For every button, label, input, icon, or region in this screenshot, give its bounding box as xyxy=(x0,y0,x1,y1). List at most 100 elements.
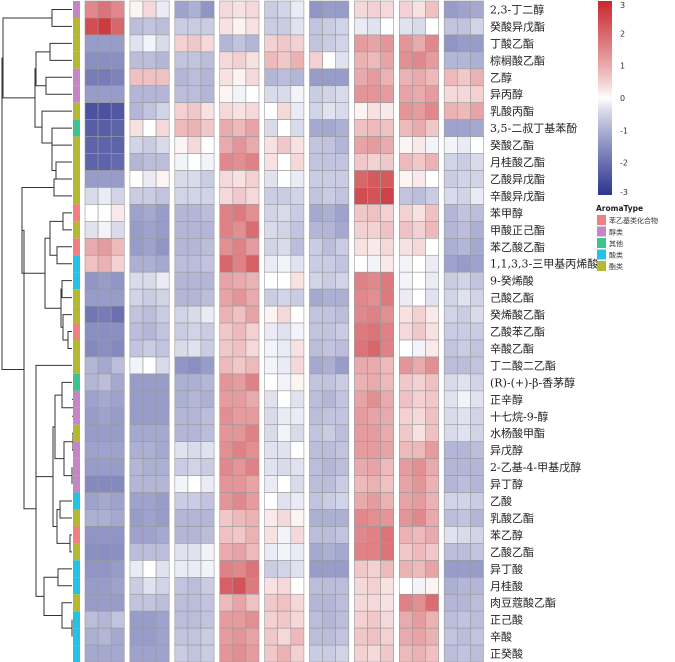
heatmap-cells xyxy=(84,0,484,662)
heatmap-cell xyxy=(187,458,202,476)
heatmap-cell xyxy=(264,34,279,53)
heatmap-cell xyxy=(456,119,471,137)
annotation-cell xyxy=(73,51,80,69)
heatmap-cell xyxy=(110,509,125,527)
heatmap-cell xyxy=(335,85,350,104)
heatmap-cell xyxy=(129,221,144,239)
heatmap-cell xyxy=(245,322,260,341)
row-label: 丁酸乙酯 xyxy=(490,36,534,50)
heatmap-cell xyxy=(290,526,305,544)
dendrogram-branch xyxy=(69,534,72,553)
heatmap-cell xyxy=(335,407,350,426)
heatmap-cell xyxy=(245,51,260,70)
heatmap-cell xyxy=(232,85,247,104)
heatmap-cell xyxy=(443,441,458,459)
heatmap-cell xyxy=(425,560,439,578)
heatmap-cell xyxy=(174,221,189,239)
heatmap-cell xyxy=(398,17,413,36)
heatmap-cell xyxy=(97,576,112,595)
heatmap-cell xyxy=(232,576,247,595)
dendrogram-branch xyxy=(21,186,54,274)
heatmap-cell xyxy=(174,238,189,256)
heatmap-cell xyxy=(219,576,234,595)
heatmap-cell xyxy=(84,610,99,629)
heatmap-cell xyxy=(232,68,247,87)
heatmap-cell xyxy=(232,102,247,120)
heatmap-cell xyxy=(412,34,426,53)
heatmap-cell xyxy=(219,627,234,646)
heatmap-cell xyxy=(322,407,337,426)
row-label: 2,3-丁二醇 xyxy=(490,2,544,16)
heatmap-cell xyxy=(425,509,439,527)
heatmap-cell xyxy=(219,644,234,662)
heatmap-cell xyxy=(412,644,426,662)
heatmap-cell xyxy=(412,288,426,307)
heatmap-cell xyxy=(155,85,170,104)
heatmap-cell xyxy=(380,51,395,70)
heatmap-cell xyxy=(470,119,484,137)
heatmap-cell xyxy=(277,305,292,324)
heatmap-cell xyxy=(187,51,202,70)
heatmap-cell xyxy=(155,17,170,36)
heatmap-cell xyxy=(398,526,413,544)
heatmap-cell xyxy=(84,271,99,290)
heatmap-cell xyxy=(380,475,395,493)
heatmap-cell xyxy=(398,271,413,290)
heatmap-cell xyxy=(322,339,337,358)
heatmap-cell xyxy=(367,221,381,239)
heatmap-cell xyxy=(129,288,144,307)
heatmap-cell xyxy=(380,424,395,443)
heatmap-cell xyxy=(470,34,484,53)
heatmap-cell xyxy=(470,356,484,375)
heatmap-cell xyxy=(354,254,368,273)
heatmap-cell xyxy=(232,627,247,646)
heatmap-cell xyxy=(335,576,350,595)
heatmap-cell xyxy=(367,68,381,87)
heatmap-cell xyxy=(443,85,458,104)
heatmap-cell xyxy=(264,17,279,36)
heatmap-cell xyxy=(187,593,202,612)
heatmap-cell xyxy=(335,390,350,409)
heatmap-cell xyxy=(187,339,202,358)
heatmap-cell xyxy=(380,85,395,104)
heatmap-cell xyxy=(129,17,144,36)
heatmap-cell xyxy=(142,102,157,120)
heatmap-cell xyxy=(142,119,157,137)
heatmap-cell xyxy=(322,51,337,70)
heatmap-cell xyxy=(232,204,247,222)
heatmap-cell xyxy=(219,254,234,273)
heatmap-cell xyxy=(425,271,439,290)
heatmap-cell xyxy=(142,543,157,561)
legend-swatch xyxy=(597,226,606,237)
row-label: 辛酸 xyxy=(490,630,512,644)
heatmap-cell xyxy=(174,526,189,544)
heatmap-cell xyxy=(232,560,247,578)
heatmap-cell xyxy=(456,305,471,324)
colorbar-tick-label: 0 xyxy=(620,94,625,103)
heatmap-cell xyxy=(443,34,458,53)
heatmap-cell xyxy=(443,187,458,205)
heatmap-cell xyxy=(335,221,350,239)
heatmap-cell xyxy=(398,34,413,53)
heatmap-cell xyxy=(456,271,471,290)
heatmap-cell xyxy=(335,305,350,324)
heatmap-cell xyxy=(200,305,215,324)
heatmap-cell xyxy=(219,322,234,341)
heatmap-cell xyxy=(335,187,350,205)
heatmap-cell xyxy=(412,593,426,612)
heatmap-cell xyxy=(187,221,202,239)
heatmap-cell xyxy=(277,170,292,188)
heatmap-cell xyxy=(200,102,215,120)
heatmap-cell xyxy=(97,543,112,561)
heatmap-cell xyxy=(84,322,99,341)
heatmap-cell xyxy=(456,0,471,19)
heatmap-cell xyxy=(97,17,112,36)
heatmap-cell xyxy=(380,119,395,137)
row-label: 异丙醇 xyxy=(490,87,523,101)
heatmap-cell xyxy=(264,85,279,104)
heatmap-cell xyxy=(129,424,144,443)
heatmap-cell xyxy=(200,593,215,612)
heatmap-cell xyxy=(155,458,170,476)
heatmap-cell xyxy=(277,254,292,273)
heatmap-cell xyxy=(200,373,215,392)
